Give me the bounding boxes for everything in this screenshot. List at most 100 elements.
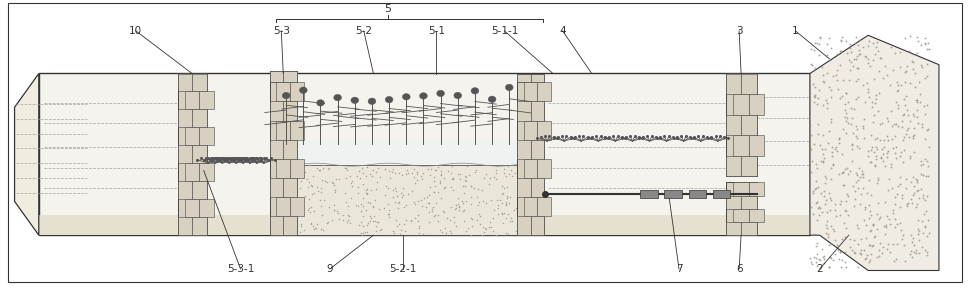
Point bbox=[852, 202, 867, 207]
Point bbox=[377, 192, 392, 197]
Point bbox=[389, 189, 404, 194]
Bar bbox=[516, 216, 530, 235]
Point bbox=[826, 228, 841, 233]
Point bbox=[836, 101, 852, 106]
Point bbox=[849, 43, 864, 47]
Point bbox=[388, 200, 403, 205]
Point bbox=[879, 242, 894, 246]
Point bbox=[847, 171, 862, 176]
Point bbox=[811, 42, 827, 46]
Point bbox=[431, 228, 447, 233]
Point bbox=[818, 53, 833, 58]
Point bbox=[918, 174, 933, 179]
Bar bbox=[725, 115, 740, 135]
Point bbox=[388, 218, 403, 223]
Point bbox=[814, 78, 829, 83]
Point bbox=[898, 64, 914, 69]
Bar bbox=[740, 222, 756, 235]
Ellipse shape bbox=[453, 92, 461, 99]
Point bbox=[351, 223, 366, 227]
Point bbox=[819, 219, 834, 224]
Point bbox=[363, 216, 379, 220]
Point bbox=[369, 220, 385, 225]
Point bbox=[815, 254, 830, 259]
Point bbox=[385, 188, 400, 192]
Point bbox=[862, 193, 878, 198]
Point bbox=[814, 133, 829, 138]
Point bbox=[865, 150, 881, 154]
Point bbox=[302, 183, 318, 188]
Point bbox=[838, 166, 854, 171]
Ellipse shape bbox=[505, 84, 513, 91]
Point bbox=[886, 217, 901, 222]
Point bbox=[810, 257, 826, 262]
Point bbox=[349, 163, 364, 167]
Point bbox=[463, 224, 479, 228]
Point bbox=[807, 244, 823, 248]
Bar bbox=[523, 159, 537, 178]
Ellipse shape bbox=[282, 92, 290, 99]
Point bbox=[302, 210, 318, 215]
Point bbox=[493, 192, 509, 197]
Point bbox=[875, 144, 891, 149]
Point bbox=[355, 196, 370, 201]
Point bbox=[907, 176, 922, 181]
Point bbox=[919, 46, 934, 51]
Point bbox=[899, 113, 915, 117]
Point bbox=[507, 171, 522, 175]
Point bbox=[508, 229, 523, 234]
Point bbox=[367, 228, 383, 233]
Point bbox=[392, 231, 408, 236]
Point bbox=[897, 186, 913, 190]
Point bbox=[328, 176, 343, 181]
Point bbox=[506, 207, 521, 212]
Point bbox=[917, 111, 932, 116]
Point bbox=[884, 185, 899, 190]
Bar bbox=[184, 127, 200, 145]
Bar bbox=[192, 145, 206, 163]
Point bbox=[839, 172, 855, 176]
Point bbox=[394, 186, 410, 191]
Point bbox=[821, 208, 836, 213]
Point bbox=[834, 170, 850, 174]
Point bbox=[919, 128, 934, 132]
Point bbox=[860, 259, 876, 264]
Point bbox=[475, 225, 490, 230]
Point bbox=[463, 232, 479, 237]
Point bbox=[407, 201, 422, 206]
Point bbox=[851, 166, 866, 171]
Point bbox=[833, 35, 849, 40]
Point bbox=[802, 204, 818, 209]
Point bbox=[494, 212, 510, 217]
Point bbox=[472, 213, 487, 218]
Point bbox=[916, 212, 931, 217]
Point bbox=[851, 250, 866, 255]
Point bbox=[822, 242, 837, 246]
Point bbox=[489, 198, 505, 202]
Point bbox=[823, 223, 838, 228]
Point bbox=[809, 132, 825, 137]
Point bbox=[833, 93, 849, 98]
Point bbox=[455, 219, 471, 224]
Bar bbox=[516, 101, 530, 121]
Point bbox=[324, 179, 339, 184]
Point bbox=[324, 218, 339, 222]
Point bbox=[303, 221, 319, 225]
Point bbox=[866, 136, 882, 141]
Point bbox=[890, 88, 905, 92]
Point bbox=[869, 178, 885, 183]
Point bbox=[837, 207, 853, 212]
Point bbox=[861, 228, 877, 233]
Point bbox=[896, 103, 912, 108]
Point bbox=[858, 81, 873, 85]
Point bbox=[832, 199, 848, 204]
Point bbox=[328, 188, 343, 192]
Point bbox=[831, 202, 847, 207]
Point bbox=[457, 183, 473, 188]
Point bbox=[864, 119, 880, 124]
Point bbox=[880, 149, 895, 153]
Point bbox=[907, 247, 922, 252]
Point bbox=[857, 54, 872, 59]
Point bbox=[837, 264, 853, 269]
Point bbox=[858, 54, 873, 59]
